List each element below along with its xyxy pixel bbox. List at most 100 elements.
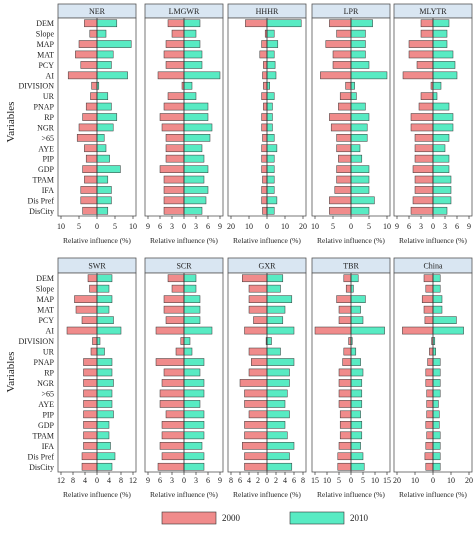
bar-2000 [81,452,98,461]
x-tick-label: 10 [311,222,319,231]
x-tick-label: 9 [395,222,399,231]
bar-2000 [248,368,268,377]
bar-2000 [163,102,185,111]
bar-2010 [350,196,375,205]
bar-2010 [432,40,448,48]
bar-2000 [155,358,185,366]
bar-2010 [183,71,221,80]
bar-2010 [183,165,209,173]
x-tick-label: 10 [57,222,65,231]
variable-label: Slope [36,30,55,39]
x-tick-label: 0 [431,222,435,231]
variable-label: UR [43,348,55,357]
variable-label: GDP [38,421,55,430]
x-tick-label: 0 [182,222,186,231]
bar-2010 [183,305,201,314]
bar-2010 [432,196,452,205]
bar-2000 [410,206,434,215]
bar-2000 [338,400,352,408]
x-tick-label: 3 [170,476,174,485]
bar-2010 [183,196,207,205]
bar-2010 [266,274,284,283]
bar-2000 [251,358,268,366]
bar-2010 [432,305,443,314]
bar-2010 [432,50,454,59]
bar-2000 [83,400,98,408]
bar-2000 [82,165,98,173]
bar-2000 [167,19,185,28]
bar-2000 [329,196,352,205]
bar-2000 [163,196,185,205]
x-tick-label: 0 [95,476,99,485]
bar-2000 [161,431,185,440]
bar-2010 [183,50,203,59]
bar-2010 [432,19,450,28]
x-tick-label: 4 [107,476,111,485]
bar-2000 [85,154,98,163]
bar-2000 [163,295,185,303]
variable-label: PIP [42,410,54,419]
bar-2010 [350,19,373,28]
panel-title: HHHR [256,7,279,16]
bar-2000 [180,337,185,345]
bar-2000 [261,92,268,100]
bar-2010 [96,61,112,69]
variable-label: Dis Pref [28,196,55,205]
bar-2000 [408,40,434,48]
bar-2010 [266,19,302,28]
bar-2010 [266,284,281,293]
x-tick-label: 0 [431,476,435,485]
bar-2000 [89,29,98,38]
bar-2010 [96,410,114,419]
bar-2010 [350,81,355,90]
bar-2000 [342,358,352,366]
bar-2000 [165,316,185,324]
bar-2000 [83,431,98,440]
bar-2010 [432,389,441,398]
bar-2000 [424,316,434,324]
bar-2010 [350,452,364,461]
bar-2000 [85,102,98,111]
bar-2000 [263,61,268,69]
variable-label: MAT [37,306,54,315]
bar-2000 [423,274,434,283]
bar-2010 [350,316,364,324]
bar-2010 [350,305,361,314]
bar-2000 [92,337,98,345]
x-axis-label: Relative influence (%) [399,490,467,499]
x-tick-label: 4 [283,476,287,485]
x-axis-label: Relative influence (%) [150,236,218,245]
panel-title: China [423,262,443,271]
x-tick-label: 12 [57,476,65,485]
bar-2000 [163,206,185,215]
variable-label: Slope [36,285,55,294]
bar-2000 [410,113,434,121]
bar-2010 [183,40,201,48]
bar-2010 [266,452,290,461]
x-tick-label: 0 [265,476,269,485]
bar-2010 [266,442,295,450]
variable-label: PIP [42,155,54,164]
bar-2010 [96,19,118,28]
bar-2010 [96,186,112,194]
variable-label: PNAP [34,103,55,112]
bar-2000 [78,123,98,132]
bar-2000 [330,123,352,132]
bar-2010 [266,462,293,471]
bar-2000 [80,61,98,69]
bar-2000 [338,389,352,398]
bar-2010 [350,442,361,450]
bar-2000 [414,144,434,153]
bar-2000 [163,186,185,194]
bar-2010 [183,410,205,419]
bar-2010 [432,462,441,471]
bar-2010 [432,431,441,440]
bar-2000 [314,326,352,335]
bar-2000 [426,389,434,398]
bar-2010 [266,368,290,377]
bar-2010 [350,154,363,163]
bar-2000 [83,442,98,450]
bar-2000 [83,389,98,398]
bar-2000 [426,410,434,419]
bar-2010 [183,316,201,324]
